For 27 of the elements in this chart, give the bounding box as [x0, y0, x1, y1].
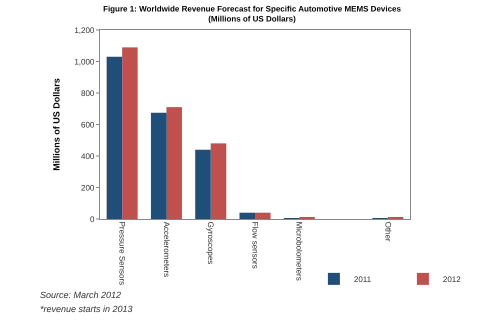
bar: [255, 212, 270, 219]
x-tick-label: Accelerometers: [162, 222, 171, 278]
y-tick-label: 1,000: [74, 57, 95, 66]
y-tick-label: 1,200: [74, 26, 95, 35]
bar: [240, 212, 255, 219]
x-tick-label: Other: [383, 222, 392, 242]
bar: [106, 56, 122, 219]
x-tick-label: Microbolometers: [294, 222, 304, 281]
bar: [210, 143, 226, 219]
text: *revenue starts in 2013: [40, 304, 133, 314]
y-tick-label: 800: [81, 88, 95, 98]
bar: [122, 47, 138, 219]
x-tick-label: Flow sensors: [250, 222, 260, 269]
bar: [195, 150, 211, 219]
y-axis-title: Millions of US Dollars: [52, 78, 62, 171]
x-tick-label: Pressure Sensors: [118, 222, 127, 286]
y-tick-label: 600: [81, 120, 95, 130]
legend-label: 2012: [442, 274, 462, 284]
bar: [150, 112, 166, 219]
chart-title: Figure 1: Worldwide Revenue Forecast for Specific Automotive MEMS Devices (Millions of US Dollars): [103, 4, 402, 24]
bar: [166, 107, 182, 219]
y-tick-label: 400: [81, 152, 95, 161]
legend-label: 2011: [354, 274, 372, 284]
y-tick-label: 0: [90, 214, 95, 224]
y-tick-label: 200: [81, 183, 95, 192]
source-note: Source: March 2012: [40, 290, 122, 300]
x-tick-label: Gyroscopes: [206, 222, 216, 264]
